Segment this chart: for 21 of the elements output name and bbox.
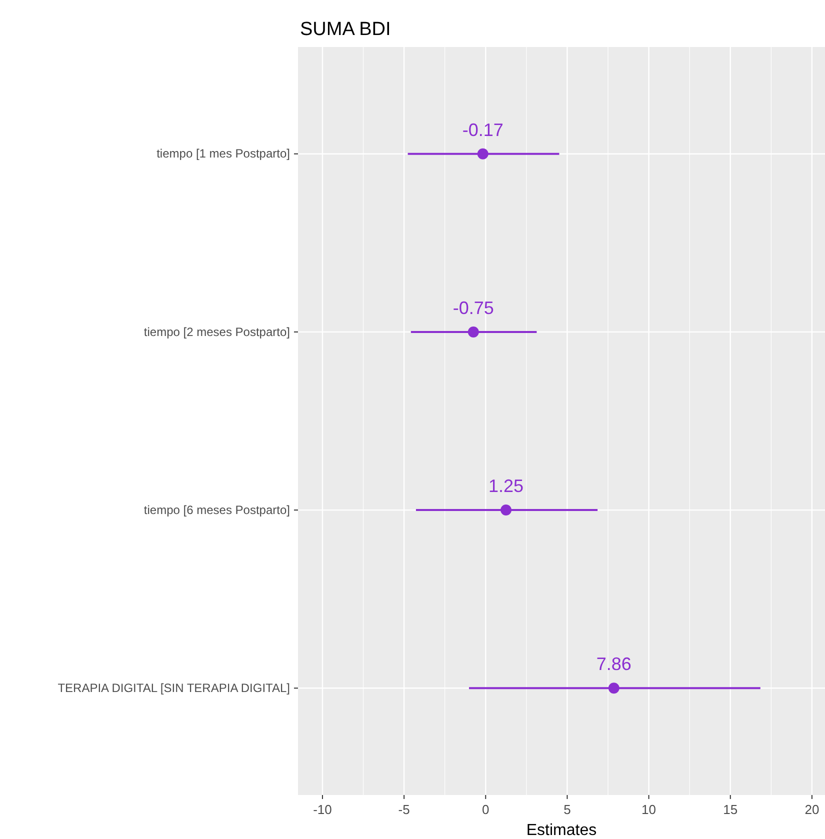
y-tick-label: TERAPIA DIGITAL [SIN TERAPIA DIGITAL] <box>58 680 290 695</box>
x-tick-label: 20 <box>804 802 820 818</box>
y-tick-label: tiempo [1 mes Postparto] <box>156 146 290 161</box>
data-label: -0.17 <box>462 120 504 140</box>
data-label: 7.86 <box>596 654 632 674</box>
x-tick-label: -10 <box>313 802 332 818</box>
x-tick-label: 0 <box>482 802 490 818</box>
point <box>477 148 488 160</box>
point <box>468 326 479 338</box>
point <box>608 682 620 694</box>
y-tick-label: tiempo [6 meses Postparto] <box>144 502 290 517</box>
chart-title: SUMA BDI <box>300 19 391 40</box>
data-label: 1.25 <box>488 476 524 496</box>
point <box>500 504 512 516</box>
x-tick-label: 5 <box>564 802 571 818</box>
x-tick-label: 10 <box>642 802 656 818</box>
x-tick-label: 15 <box>723 802 738 818</box>
x-axis-title: Estimates <box>526 822 597 839</box>
y-tick-label: tiempo [2 meses Postparto] <box>144 324 290 339</box>
x-tick-label: -5 <box>398 802 410 818</box>
data-label: -0.75 <box>452 298 494 318</box>
